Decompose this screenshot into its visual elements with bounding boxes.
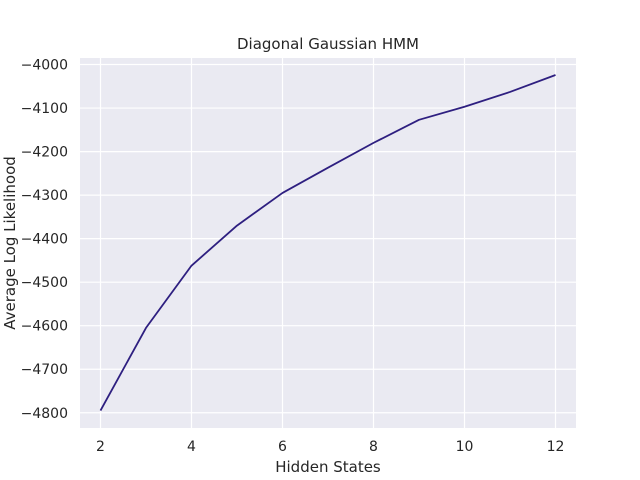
x-tick-label: 10 bbox=[456, 439, 474, 455]
x-tick-label: 12 bbox=[547, 439, 565, 455]
y-axis-label: Average Log Likelihood bbox=[1, 156, 19, 330]
y-tick-label: −4200 bbox=[21, 145, 68, 161]
x-gridlines bbox=[99, 58, 557, 428]
series-line bbox=[99, 74, 556, 412]
x-tick-label: 6 bbox=[278, 439, 287, 455]
x-tick-label: 2 bbox=[96, 439, 105, 455]
y-tick-label: −4400 bbox=[21, 232, 68, 248]
x-axis-label: Hidden States bbox=[275, 458, 381, 476]
plot-area bbox=[80, 58, 576, 428]
x-tick-labels: 2 4 6 8 10 12 bbox=[96, 439, 564, 455]
y-tick-label: −4300 bbox=[21, 188, 68, 204]
y-tick-label: −4800 bbox=[21, 406, 68, 422]
y-tick-label: −4600 bbox=[21, 319, 68, 335]
y-gridlines bbox=[80, 63, 576, 414]
x-tick-label: 4 bbox=[187, 439, 196, 455]
y-tick-label: −4700 bbox=[21, 362, 68, 378]
y-tick-labels: −4800 −4700 −4600 −4500 −4400 −4300 −4200 −4100… bbox=[21, 58, 68, 422]
y-tick-label: −4500 bbox=[21, 275, 68, 291]
y-tick-label: −4000 bbox=[21, 58, 68, 74]
y-tick-label: −4100 bbox=[21, 101, 68, 117]
x-tick-label: 8 bbox=[369, 439, 378, 455]
chart-title: Diagonal Gaussian HMM bbox=[237, 35, 419, 53]
series-layer bbox=[99, 74, 556, 412]
